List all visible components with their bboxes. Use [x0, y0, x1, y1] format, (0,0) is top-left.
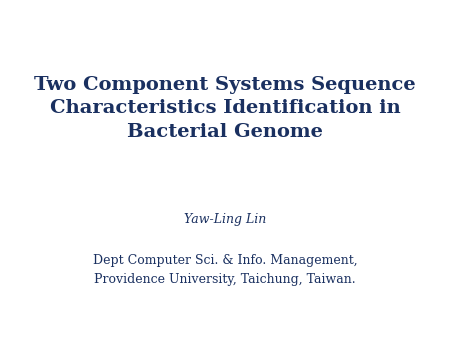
Text: Yaw-Ling Lin: Yaw-Ling Lin	[184, 213, 266, 226]
Text: Two Component Systems Sequence
Characteristics Identification in
Bacterial Genom: Two Component Systems Sequence Character…	[34, 76, 416, 141]
Text: Dept Computer Sci. & Info. Management,
Providence University, Taichung, Taiwan.: Dept Computer Sci. & Info. Management, P…	[93, 255, 357, 286]
